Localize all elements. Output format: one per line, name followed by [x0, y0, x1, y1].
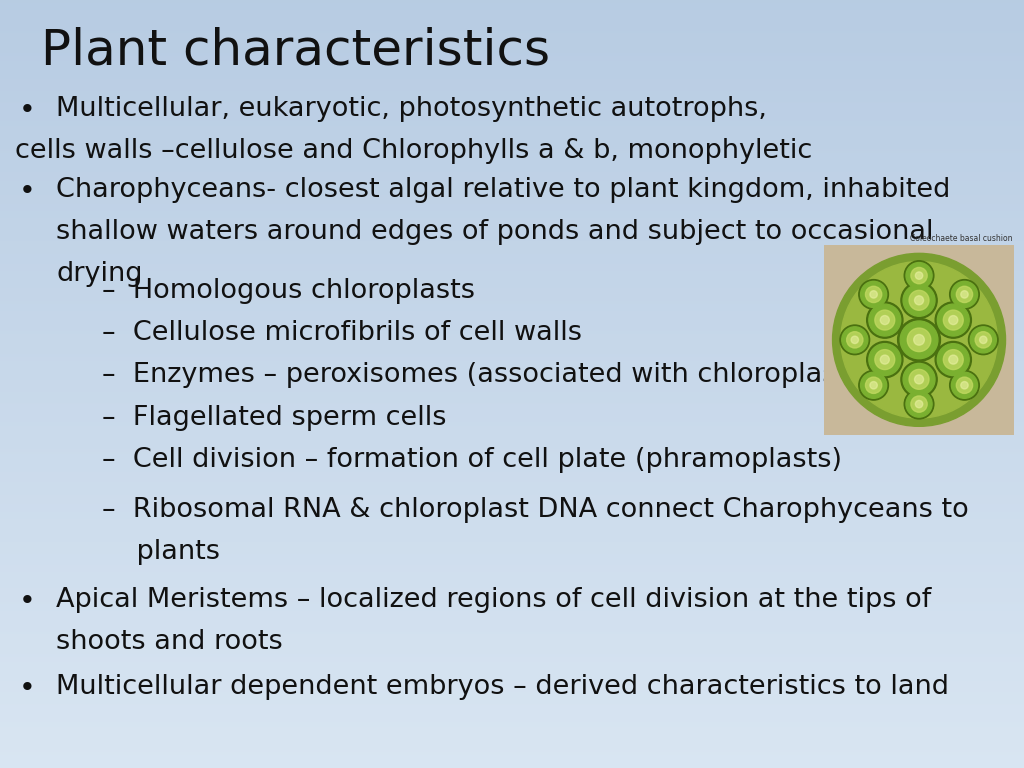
- Circle shape: [937, 304, 970, 336]
- Circle shape: [881, 355, 889, 364]
- Circle shape: [901, 282, 937, 319]
- Circle shape: [841, 262, 997, 418]
- Text: Multicellular, eukaryotic, photosynthetic autotrophs,: Multicellular, eukaryotic, photosyntheti…: [56, 96, 767, 122]
- Circle shape: [874, 349, 895, 369]
- Text: Coleochaete basal cushion
Univ Wisconsin: Coleochaete basal cushion Univ Wisconsin: [910, 234, 1013, 254]
- Text: –  Cell division – formation of cell plate (phramoplasts): – Cell division – formation of cell plat…: [102, 447, 843, 473]
- Text: drying: drying: [56, 261, 142, 287]
- Circle shape: [900, 321, 938, 359]
- Circle shape: [915, 272, 923, 280]
- Circle shape: [949, 316, 957, 325]
- Text: Charophyceans- closest algal relative to plant kingdom, inhabited: Charophyceans- closest algal relative to…: [56, 177, 950, 203]
- Circle shape: [868, 304, 901, 336]
- Circle shape: [904, 389, 934, 419]
- Circle shape: [956, 286, 973, 303]
- Circle shape: [914, 296, 924, 305]
- Circle shape: [906, 263, 932, 289]
- Circle shape: [881, 316, 889, 325]
- Circle shape: [847, 332, 863, 348]
- Circle shape: [937, 343, 970, 376]
- Text: –  Homologous chloroplasts: – Homologous chloroplasts: [102, 278, 475, 304]
- Circle shape: [915, 400, 923, 408]
- Circle shape: [859, 370, 889, 400]
- Circle shape: [866, 302, 903, 338]
- Circle shape: [904, 261, 934, 290]
- Circle shape: [935, 342, 972, 378]
- Circle shape: [943, 310, 964, 330]
- Circle shape: [961, 382, 968, 389]
- Text: Apical Meristems – localized regions of cell division at the tips of: Apical Meristems – localized regions of …: [56, 587, 932, 613]
- Circle shape: [870, 382, 878, 389]
- Circle shape: [949, 355, 957, 364]
- Circle shape: [898, 319, 940, 361]
- Circle shape: [914, 375, 924, 384]
- Text: •: •: [18, 674, 35, 702]
- Circle shape: [866, 342, 903, 378]
- Circle shape: [911, 396, 927, 412]
- Circle shape: [969, 325, 998, 355]
- Text: –  Cellulose microfibrils of cell walls: – Cellulose microfibrils of cell walls: [102, 320, 583, 346]
- Circle shape: [865, 377, 882, 393]
- Text: –  Flagellated sperm cells: – Flagellated sperm cells: [102, 405, 446, 431]
- Circle shape: [870, 291, 878, 298]
- Circle shape: [935, 302, 972, 338]
- Circle shape: [860, 281, 887, 307]
- Circle shape: [874, 310, 895, 330]
- Text: shoots and roots: shoots and roots: [56, 629, 283, 655]
- Circle shape: [911, 267, 927, 283]
- Circle shape: [949, 370, 979, 400]
- Circle shape: [860, 372, 887, 399]
- Circle shape: [901, 361, 937, 398]
- Circle shape: [903, 363, 935, 396]
- Circle shape: [840, 325, 869, 355]
- Circle shape: [851, 336, 858, 343]
- Circle shape: [842, 327, 868, 353]
- Circle shape: [865, 286, 882, 303]
- Text: Multicellular dependent embryos – derived characteristics to land: Multicellular dependent embryos – derive…: [56, 674, 949, 700]
- Circle shape: [913, 335, 925, 345]
- Circle shape: [951, 372, 978, 399]
- Circle shape: [903, 284, 935, 316]
- Text: plants: plants: [102, 539, 220, 565]
- Text: –  Ribosomal RNA & chloroplast DNA connect Charophyceans to: – Ribosomal RNA & chloroplast DNA connec…: [102, 497, 969, 523]
- Circle shape: [980, 336, 987, 343]
- Circle shape: [956, 377, 973, 393]
- Text: cells walls –cellulose and Chlorophylls a & b, monophyletic: cells walls –cellulose and Chlorophylls …: [15, 138, 813, 164]
- Circle shape: [975, 332, 991, 348]
- Text: –  Enzymes – peroxisomes (associated with chloroplasts: – Enzymes – peroxisomes (associated with…: [102, 362, 862, 389]
- Circle shape: [868, 343, 901, 376]
- Circle shape: [949, 280, 979, 310]
- Circle shape: [970, 327, 996, 353]
- Circle shape: [907, 328, 931, 352]
- Text: Plant characteristics: Plant characteristics: [41, 27, 550, 75]
- Circle shape: [833, 253, 1006, 426]
- Circle shape: [961, 291, 968, 298]
- Circle shape: [951, 281, 978, 307]
- Circle shape: [909, 290, 929, 310]
- Circle shape: [943, 349, 964, 369]
- Text: •: •: [18, 587, 35, 614]
- Text: shallow waters around edges of ponds and subject to occasional: shallow waters around edges of ponds and…: [56, 219, 934, 245]
- Circle shape: [859, 280, 889, 310]
- Circle shape: [906, 391, 932, 417]
- Text: •: •: [18, 177, 35, 204]
- Circle shape: [909, 369, 929, 389]
- Text: •: •: [18, 96, 35, 124]
